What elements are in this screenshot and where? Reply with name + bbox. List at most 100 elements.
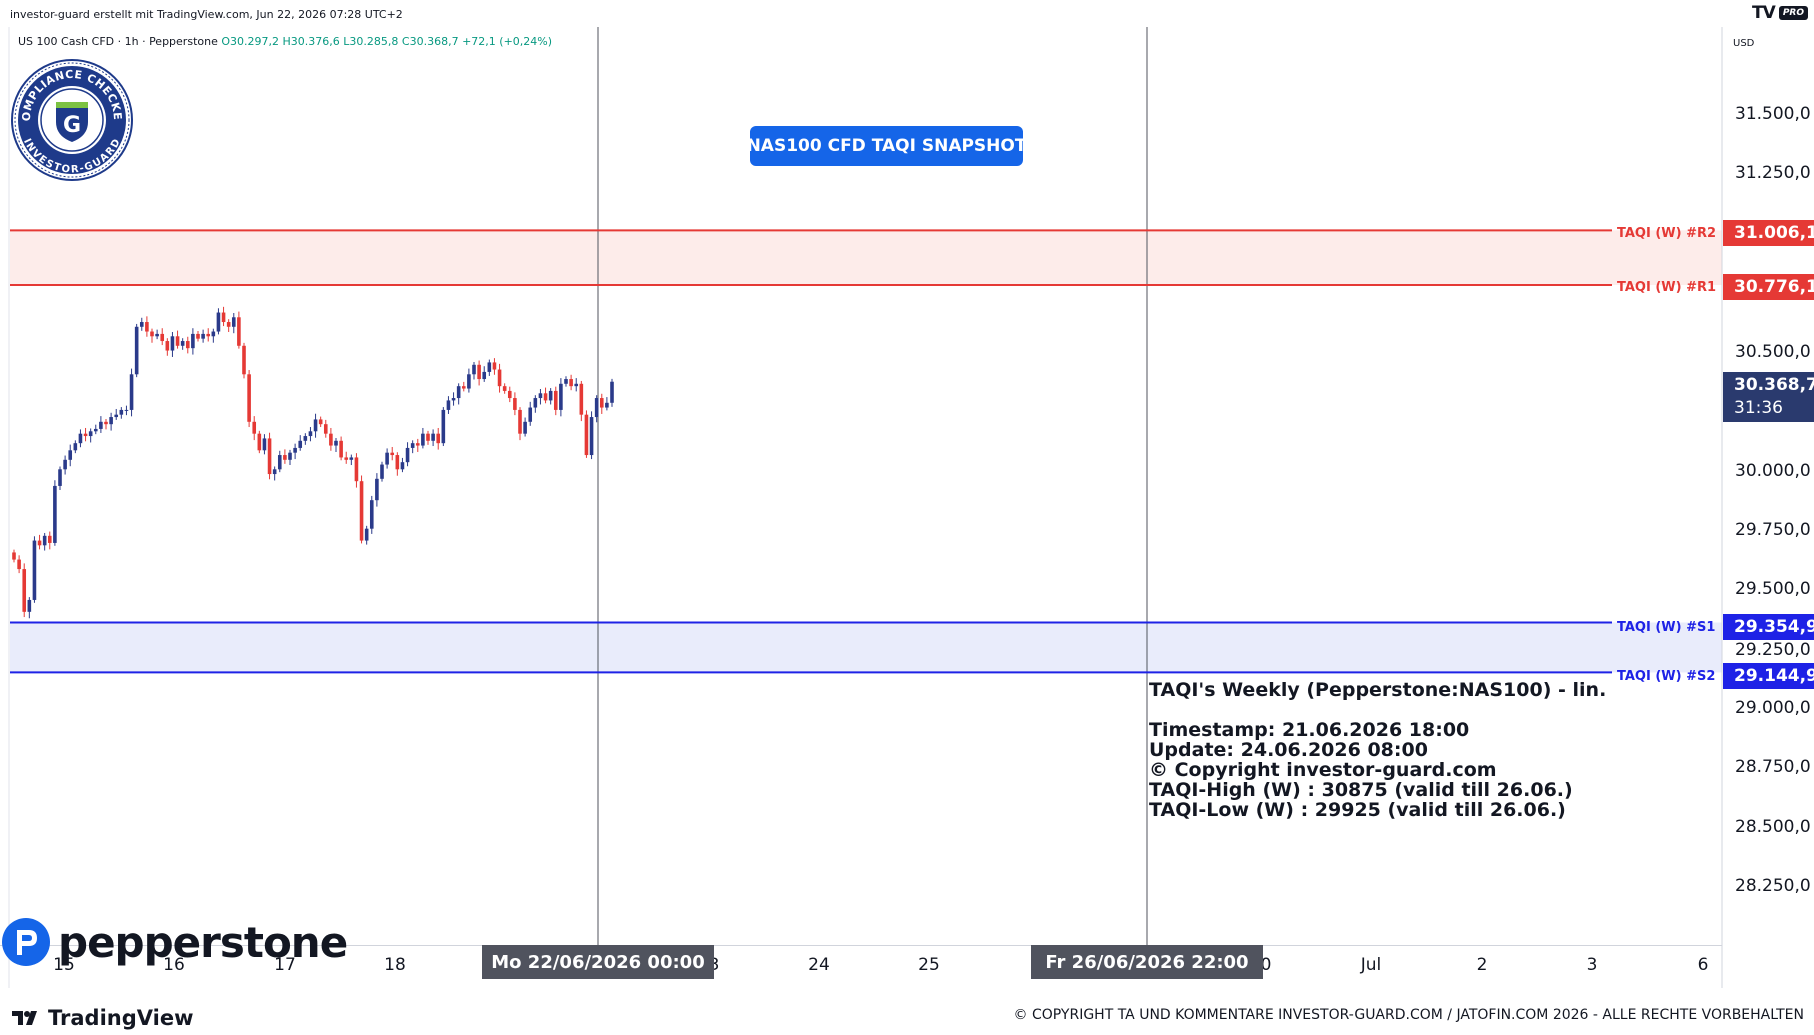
candle-body bbox=[237, 317, 241, 346]
open-value: O30.297,2 bbox=[221, 35, 279, 48]
candle-body bbox=[84, 434, 88, 436]
tradingview-wordmark: TradingView bbox=[48, 1006, 193, 1030]
candle-body bbox=[206, 334, 210, 336]
candle-body bbox=[518, 410, 522, 434]
badge-letter: G bbox=[63, 113, 81, 138]
candle-body bbox=[109, 417, 113, 424]
price-box-r1: 30.776,1 bbox=[1723, 274, 1814, 300]
candle-body bbox=[38, 541, 42, 546]
candle-body bbox=[605, 403, 609, 408]
candle-body bbox=[401, 462, 405, 469]
change-value: +72,1 (+0,24%) bbox=[462, 35, 552, 48]
candle-body bbox=[17, 560, 21, 570]
info-line-update: Update: 24.06.2026 08:00 bbox=[1149, 740, 1606, 760]
candle-body bbox=[431, 434, 435, 441]
candle-body bbox=[12, 552, 16, 559]
candle-body bbox=[544, 393, 548, 400]
candle-body bbox=[114, 415, 118, 417]
symbol-label: US 100 Cash CFD · 1h · Pepperstone bbox=[18, 35, 218, 48]
candle-body bbox=[53, 486, 57, 543]
candle-body bbox=[339, 441, 343, 458]
pepperstone-logo: pepperstone bbox=[0, 917, 347, 967]
candle-body bbox=[564, 379, 568, 384]
candle-body bbox=[406, 448, 410, 462]
candle-body bbox=[268, 438, 272, 474]
candle-body bbox=[574, 384, 578, 386]
candle-body bbox=[528, 408, 532, 422]
candle-body bbox=[610, 382, 614, 403]
candle-body bbox=[585, 415, 589, 455]
candle-body bbox=[324, 424, 328, 434]
candle-body bbox=[89, 431, 93, 436]
candle-body bbox=[344, 457, 348, 459]
y-tick-30500: 30.500,0 bbox=[1735, 342, 1811, 362]
copyright-footer: © COPYRIGHT TA UND KOMMENTARE INVESTOR-G… bbox=[1014, 1007, 1804, 1023]
candle-body bbox=[482, 372, 486, 379]
candle-body bbox=[99, 422, 103, 429]
candle-body bbox=[580, 384, 584, 415]
candle-body bbox=[68, 450, 72, 460]
tradingview-logo[interactable]: TradingView bbox=[12, 1006, 193, 1030]
candle-body bbox=[191, 334, 195, 348]
currency-label: USD bbox=[1733, 38, 1754, 49]
candle-body bbox=[242, 346, 246, 375]
y-tick-28250: 28.250,0 bbox=[1735, 876, 1811, 896]
x-tick-25: 25 bbox=[918, 955, 940, 975]
price-box-s2: 29.144,9 bbox=[1723, 663, 1814, 689]
candle-body bbox=[569, 379, 573, 386]
candle-body bbox=[375, 479, 379, 500]
candle-body bbox=[426, 434, 430, 441]
level-label-s1: TAQI (W) #S1 bbox=[1617, 620, 1715, 635]
candle-body bbox=[48, 536, 52, 543]
y-tick-31500: 31.500,0 bbox=[1735, 104, 1811, 124]
candle-body bbox=[513, 398, 517, 410]
candle-body bbox=[467, 374, 471, 388]
candle-body bbox=[462, 386, 466, 388]
high-value: H30.376,6 bbox=[283, 35, 340, 48]
y-tick-29500: 29.500,0 bbox=[1735, 579, 1811, 599]
candle-body bbox=[155, 334, 159, 336]
x-tick-18: 18 bbox=[384, 955, 406, 975]
candle-body bbox=[140, 322, 144, 327]
y-tick-28500: 28.500,0 bbox=[1735, 817, 1811, 837]
last-price-box: 30.368,7 31:36 bbox=[1723, 372, 1814, 422]
close-value: C30.368,7 bbox=[402, 35, 459, 48]
crosshair-date-fri: Fr 26/06/2026 22:00 bbox=[1031, 945, 1263, 979]
candle-body bbox=[135, 327, 139, 375]
y-tick-28750: 28.750,0 bbox=[1735, 757, 1811, 777]
candle-body bbox=[447, 400, 451, 410]
candle-body bbox=[120, 410, 124, 415]
candle-body bbox=[104, 422, 108, 424]
tradingview-mark-icon bbox=[12, 1009, 42, 1027]
candle-body bbox=[452, 398, 456, 400]
candle-body bbox=[79, 434, 83, 444]
candle-body bbox=[442, 410, 446, 443]
x-tick-24: 24 bbox=[808, 955, 830, 975]
level-label-r2: TAQI (W) #R2 bbox=[1617, 226, 1716, 241]
level-label-s2: TAQI (W) #S2 bbox=[1617, 669, 1715, 684]
candle-body bbox=[201, 334, 205, 339]
pepperstone-wordmark: pepperstone bbox=[58, 918, 347, 967]
candle-body bbox=[186, 341, 190, 348]
info-line-timestamp: Timestamp: 21.06.2026 18:00 bbox=[1149, 720, 1606, 740]
level-label-r1: TAQI (W) #R1 bbox=[1617, 280, 1716, 295]
candle-body bbox=[125, 410, 129, 411]
candle-body bbox=[150, 332, 154, 337]
candle-body bbox=[498, 370, 502, 387]
candle-body bbox=[539, 393, 543, 398]
candle-body bbox=[554, 391, 558, 410]
candle-body bbox=[160, 334, 164, 341]
y-tick-29250: 29.250,0 bbox=[1735, 640, 1811, 660]
candle-body bbox=[309, 431, 313, 436]
candle-body bbox=[74, 443, 78, 450]
candle-body bbox=[196, 334, 200, 339]
last-price-value: 30.368,7 bbox=[1734, 374, 1814, 397]
candle-body bbox=[247, 374, 251, 422]
candle-body bbox=[508, 391, 512, 398]
candle-body bbox=[43, 536, 47, 546]
crosshair-date-mon: Mo 22/06/2026 00:00 bbox=[482, 945, 714, 979]
x-tick-2: 2 bbox=[1477, 955, 1488, 975]
candle-body bbox=[355, 457, 359, 481]
candle-body bbox=[436, 434, 440, 444]
candle-body bbox=[600, 398, 604, 408]
